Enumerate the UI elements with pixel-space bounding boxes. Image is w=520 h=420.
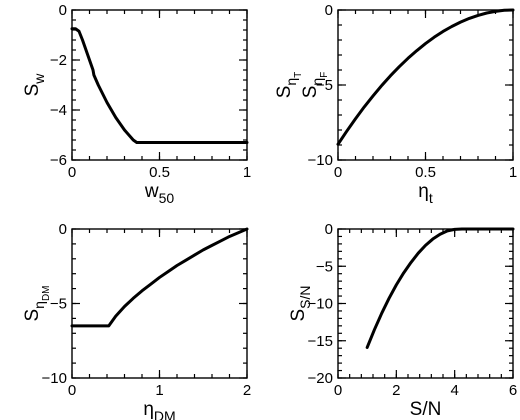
y-tick-label: −6 — [50, 152, 67, 169]
x-axis-label: ηDM — [143, 399, 175, 420]
panel-top-left: 0 0.5 1 −6 −4 −2 0 w50 Sw — [22, 2, 251, 206]
y-tick-label: −10 — [42, 370, 67, 387]
series-line — [70, 227, 249, 328]
panel-bottom-right: 0 2 4 6 −20 −15 −10 −5 0 S/N SS/N — [288, 221, 517, 420]
plot-frame — [337, 9, 514, 161]
x-tick-label: 4 — [450, 382, 458, 399]
x-tick-label: 0.5 — [149, 164, 170, 181]
x-tick-label: 1 — [155, 382, 163, 399]
y-axis-label: Sw — [22, 73, 47, 97]
y-tick-label: −5 — [50, 296, 67, 313]
x-tick-label: 0 — [334, 164, 342, 181]
x-tick-label: 2 — [243, 382, 251, 399]
x-tick-label: 1 — [243, 164, 251, 181]
y-axis-label: SηF — [300, 72, 330, 99]
y-axis-label: SS/N — [288, 285, 313, 321]
y-axis-label: SηDM — [22, 285, 52, 321]
x-axis-label: S/N — [410, 399, 442, 420]
series-line — [336, 8, 515, 146]
plot-frame — [337, 228, 514, 379]
y-tick-label: −10 — [308, 152, 333, 169]
y-tick-label: −5 — [316, 77, 333, 94]
y-tick-label: 0 — [59, 2, 67, 19]
x-tick-label: 0.5 — [415, 164, 436, 181]
x-tick-label: 6 — [509, 382, 517, 399]
y-axis-label: SηT — [274, 72, 304, 99]
y-tick-label: 0 — [59, 221, 67, 238]
y-tick-label: −10 — [308, 296, 333, 313]
panel-bottom-left: 0 1 2 −10 −5 0 ηDM SηDM — [22, 221, 251, 420]
x-axis-label: ηt — [418, 181, 433, 206]
y-tick-label: −2 — [50, 52, 67, 69]
y-tick-label: −15 — [308, 333, 333, 350]
series-line — [70, 27, 249, 144]
plot-frame — [71, 228, 248, 379]
x-tick-label: 0 — [68, 164, 76, 181]
x-tick-label: 0 — [334, 382, 342, 399]
y-tick-label: 0 — [325, 221, 333, 238]
y-tick-label: 0 — [325, 2, 333, 19]
x-axis-label: w50 — [144, 181, 175, 206]
x-tick-label: 2 — [392, 382, 400, 399]
y-tick-label: −4 — [50, 102, 67, 119]
series-line — [365, 227, 515, 349]
y-tick-label: −20 — [308, 370, 333, 387]
x-tick-label: 1 — [509, 164, 517, 181]
y-tick-label: −5 — [316, 258, 333, 275]
x-tick-label: 0 — [68, 382, 76, 399]
